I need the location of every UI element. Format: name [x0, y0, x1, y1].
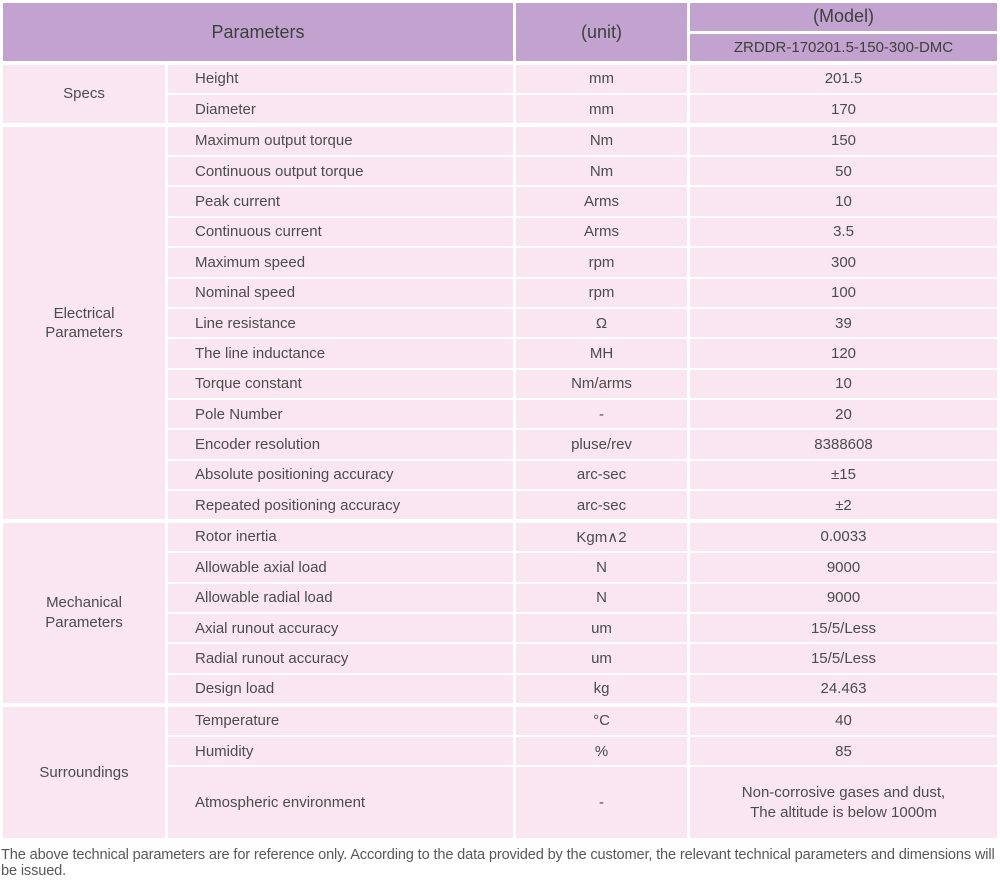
unit-cell: N — [516, 583, 687, 612]
unit-cell: Arms — [516, 187, 687, 216]
section-label: Specs — [3, 64, 165, 124]
unit-cell: % — [516, 736, 687, 766]
value-cell: 300 — [690, 248, 997, 277]
value-cell: 120 — [690, 339, 997, 368]
spec-table: Parameters (unit) (Model) ZRDDR-170201.5… — [3, 3, 997, 839]
unit-cell: MH — [516, 339, 687, 368]
param-cell: Maximum output torque — [168, 126, 513, 156]
header-unit-label: (unit) — [580, 21, 622, 42]
value-cell: 3.5 — [690, 217, 997, 247]
section-label-text: Specs — [63, 85, 105, 103]
value-cell: 15/5/Less — [690, 644, 997, 673]
value-cell: 150 — [690, 126, 997, 156]
value-cell: 10 — [690, 187, 997, 216]
unit-cell: pluse/rev — [516, 430, 687, 459]
value-cell: 39 — [690, 308, 997, 338]
value-cell: ±2 — [690, 490, 997, 520]
section-surroundings: Surroundings Temperature °C 40 Humidity% 85 At… — [3, 706, 997, 839]
unit-cell: rpm — [516, 278, 687, 307]
param-cell: Diameter — [168, 94, 513, 124]
value-cell: 8388608 — [690, 430, 997, 459]
unit-cell: Arms — [516, 217, 687, 247]
value-cell: ±15 — [690, 460, 997, 489]
param-cell: Nominal speed — [168, 278, 513, 307]
param-cell: Peak current — [168, 187, 513, 216]
value-cell: 0.0033 — [690, 522, 997, 552]
unit-cell: arc-sec — [516, 460, 687, 489]
param-cell: Humidity — [168, 736, 513, 766]
param-cell: Temperature — [168, 706, 513, 735]
param-cell: Continuous current — [168, 217, 513, 247]
value-multiline: Non-corrosive gases and dust, The altitud… — [741, 783, 946, 821]
unit-cell: N — [516, 553, 687, 582]
unit-cell: - — [516, 399, 687, 429]
unit-cell: mm — [516, 94, 687, 124]
unit-cell: Nm — [516, 126, 687, 156]
value-cell: 201.5 — [690, 64, 997, 93]
value-cell: 40 — [690, 706, 997, 735]
footnote: The above technical parameters are for r… — [1, 847, 995, 880]
unit-cell: um — [516, 613, 687, 643]
header-model-number-cell: ZRDDR-170201.5-150-300-DMC — [690, 33, 997, 61]
value-cell: 10 — [690, 369, 997, 398]
param-cell: Atmospheric environment — [168, 767, 513, 839]
value-cell: Non-corrosive gases and dust, The altitud… — [690, 767, 997, 839]
param-cell: Design load — [168, 674, 513, 704]
param-cell: Torque constant — [168, 369, 513, 398]
unit-cell: Kgm∧2 — [516, 522, 687, 552]
value-cell: 15/5/Less — [690, 613, 997, 643]
unit-cell: Nm/arms — [516, 369, 687, 398]
header-unit-cell: (unit) — [516, 3, 687, 61]
section-label-text: Surroundings — [39, 763, 129, 781]
model-number: ZRDDR-170201.5-150-300-DMC — [733, 38, 954, 56]
param-cell: Allowable axial load — [168, 553, 513, 582]
value-cell: 20 — [690, 399, 997, 429]
section-label-text: Mechanical Parameters — [45, 594, 123, 631]
param-cell: Pole Number — [168, 399, 513, 429]
unit-cell: mm — [516, 64, 687, 93]
table-body: Specs Height mm 201.5 Diameter mm 170 Electrica… — [3, 64, 997, 839]
section-label: Electrical Parameters — [3, 126, 165, 520]
param-cell: Rotor inertia — [168, 522, 513, 552]
section-specs: Specs Height mm 201.5 Diameter mm 170 — [3, 64, 997, 124]
param-cell: Radial runout accuracy — [168, 644, 513, 673]
unit-cell: °C — [516, 706, 687, 735]
unit-cell: kg — [516, 674, 687, 704]
unit-cell: arc-sec — [516, 490, 687, 520]
value-cell: 50 — [690, 157, 997, 186]
unit-cell: - — [516, 767, 687, 839]
unit-cell: Ω — [516, 308, 687, 338]
header-model-label: (Model) — [812, 6, 874, 27]
param-cell: Absolute positioning accuracy — [168, 460, 513, 489]
param-cell: Height — [168, 64, 513, 93]
value-cell: 9000 — [690, 583, 997, 612]
section-label-text: Electrical Parameters — [45, 304, 123, 342]
header-model-cell: (Model) — [690, 3, 997, 31]
param-cell: Axial runout accuracy — [168, 613, 513, 643]
param-cell: The line inductance — [168, 339, 513, 368]
value-cell: 85 — [690, 736, 997, 766]
header-parameters-label: Parameters — [211, 21, 305, 42]
unit-cell: rpm — [516, 248, 687, 277]
param-cell: Repeated positioning accuracy — [168, 490, 513, 520]
section-mechanical: Mechanical Parameters Rotor inertia Kgm∧2 0… — [3, 522, 997, 704]
param-cell: Encoder resolution — [168, 430, 513, 459]
unit-cell: um — [516, 644, 687, 673]
param-cell: Maximum speed — [168, 248, 513, 277]
section-electrical: Electrical Parameters Maximum output torq… — [3, 126, 997, 520]
unit-cell: Nm — [516, 157, 687, 186]
param-cell: Line resistance — [168, 308, 513, 338]
table-header: Parameters (unit) (Model) ZRDDR-170201.5… — [3, 3, 997, 61]
value-cell: 100 — [690, 278, 997, 307]
param-cell: Continuous output torque — [168, 157, 513, 186]
param-cell: Allowable radial load — [168, 583, 513, 612]
header-parameters-cell: Parameters — [3, 3, 513, 61]
section-label: Surroundings — [3, 706, 165, 839]
value-cell: 170 — [690, 94, 997, 124]
value-cell: 9000 — [690, 553, 997, 582]
section-label: Mechanical Parameters — [3, 522, 165, 704]
value-cell: 24.463 — [690, 674, 997, 704]
